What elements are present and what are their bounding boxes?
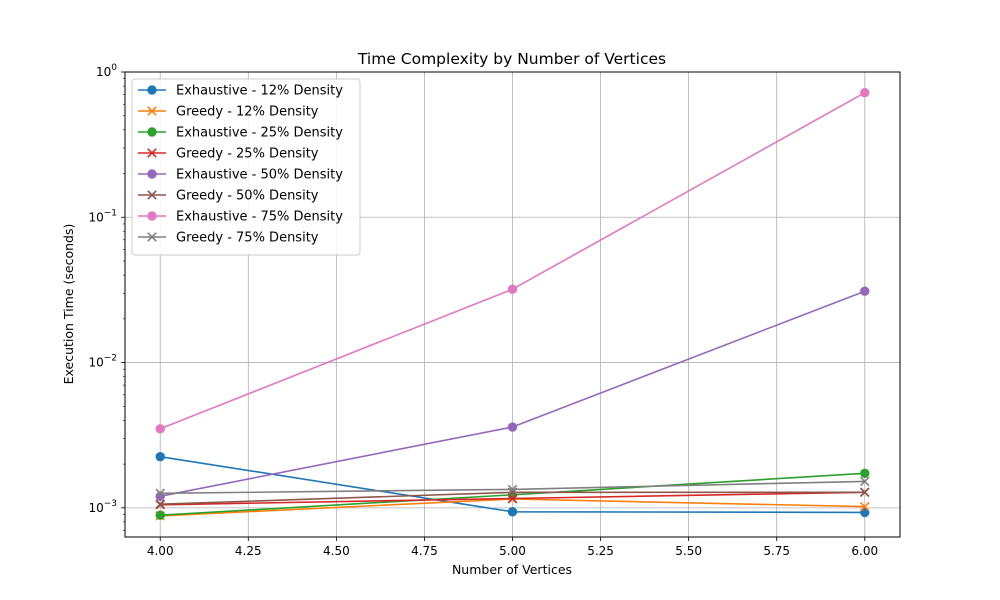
data-point [155,424,165,434]
data-point [860,476,870,487]
x-tick-label: 5.50 [675,544,702,558]
data-point [507,284,518,294]
y-axis-label: Execution Time (seconds) [61,224,76,385]
x-tick-label: 5.25 [587,544,614,558]
data-point [860,501,870,512]
data-point [155,488,165,499]
data-point [155,510,165,520]
legend-box [131,78,361,256]
legend-item: Exhaustive - 50% Density [138,168,343,183]
legend: Exhaustive - 12% Density Greedy - 12% Den… [131,78,361,256]
data-point [507,507,518,517]
legend-label: Greedy - 12% Density [176,105,319,120]
series-lines [155,88,870,521]
legend-item: Exhaustive - 25% Density [138,126,343,141]
data-point [860,88,870,98]
legend-marker [147,211,157,221]
legend-label: Exhaustive - 75% Density [176,210,343,225]
legend-marker [147,190,157,200]
data-point [860,507,870,518]
y-tick-label: 10−1 [88,208,117,224]
data-point [860,468,870,478]
y-tick-base: 10 [88,356,103,370]
axis-ticks: 4.00 4.25 4.50 4.75 5.00 5.25 5.50 5.75 6.0010−3… [88,63,878,558]
data-point [155,499,165,509]
legend-label: Exhaustive - 25% Density [176,126,343,141]
legend-marker [147,169,157,179]
legend-label: Greedy - 25% Density [176,147,319,162]
series-8 [155,476,870,499]
legend-marker [147,148,157,158]
legend-item: Greedy - 25% Density [138,147,319,162]
y-tick-exponent: −3 [104,499,117,509]
data-point [507,422,518,432]
y-tick-exponent: −2 [104,354,117,364]
y-tick-base: 10 [88,210,103,224]
legend-marker [147,85,157,95]
y-tick-label: 10−2 [88,354,117,370]
legend-label: Greedy - 50% Density [176,189,319,204]
data-point [155,451,165,462]
legend-item: Exhaustive - 12% Density [138,84,343,99]
legend-marker [147,106,157,116]
y-tick-exponent: 0 [111,63,117,73]
x-tick-label: 5.00 [499,544,526,558]
legend-item: Greedy - 75% Density [138,231,319,246]
legend-item: Greedy - 12% Density [138,105,319,120]
y-tick-base: 10 [88,501,103,515]
legend-marker [147,127,157,137]
x-tick-label: 4.00 [147,544,174,558]
x-tick-label: 6.00 [851,544,878,558]
legend-label: Greedy - 75% Density [176,231,319,246]
legend-label: Exhaustive - 50% Density [176,168,343,183]
y-tick-label: 100 [96,63,117,79]
data-point [860,487,870,498]
x-tick-label: 5.75 [763,544,790,558]
chart-title: Time Complexity by Number of Vertices [357,50,666,68]
y-tick-label: 10−3 [88,499,117,515]
legend-item: Greedy - 50% Density [138,189,319,204]
x-tick-label: 4.50 [323,544,350,558]
legend-marker [147,232,157,242]
series-5 [155,286,870,502]
data-point [507,484,518,495]
data-point [860,286,870,296]
x-axis-label: Number of Vertices [452,562,572,577]
legend-item: Exhaustive - 75% Density [138,210,343,225]
series-1 [155,451,870,518]
series-7 [155,88,870,434]
legend-label: Exhaustive - 12% Density [176,84,343,99]
y-tick-base: 10 [96,65,111,79]
x-tick-label: 4.75 [411,544,438,558]
y-tick-exponent: −1 [104,208,117,218]
x-tick-label: 4.25 [235,544,262,558]
